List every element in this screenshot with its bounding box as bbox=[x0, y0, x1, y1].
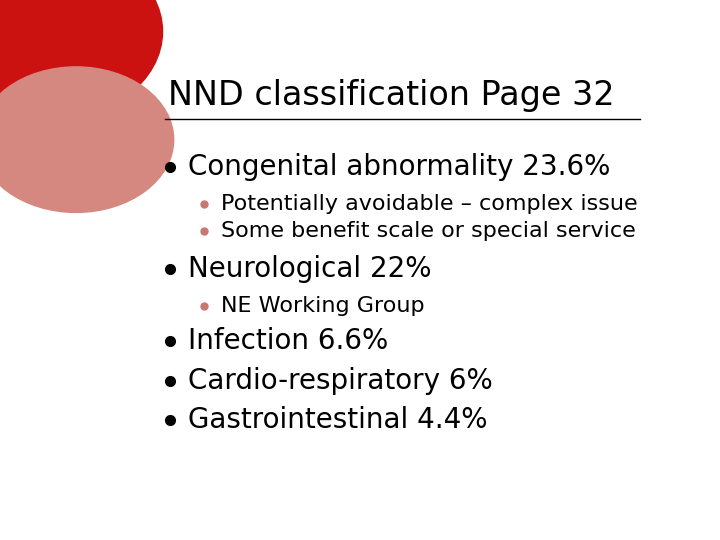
Circle shape bbox=[0, 0, 163, 123]
Text: Neurological 22%: Neurological 22% bbox=[188, 254, 431, 282]
Text: Infection 6.6%: Infection 6.6% bbox=[188, 327, 388, 355]
Text: Gastrointestinal 4.4%: Gastrointestinal 4.4% bbox=[188, 406, 487, 434]
Text: Cardio-respiratory 6%: Cardio-respiratory 6% bbox=[188, 367, 492, 395]
Text: Some benefit scale or special service: Some benefit scale or special service bbox=[221, 221, 636, 241]
Text: NND classification Page 32: NND classification Page 32 bbox=[168, 79, 615, 112]
Text: Congenital abnormality 23.6%: Congenital abnormality 23.6% bbox=[188, 153, 610, 181]
Text: NE Working Group: NE Working Group bbox=[221, 296, 425, 316]
Circle shape bbox=[0, 67, 174, 212]
Text: Potentially avoidable – complex issue: Potentially avoidable – complex issue bbox=[221, 194, 638, 214]
